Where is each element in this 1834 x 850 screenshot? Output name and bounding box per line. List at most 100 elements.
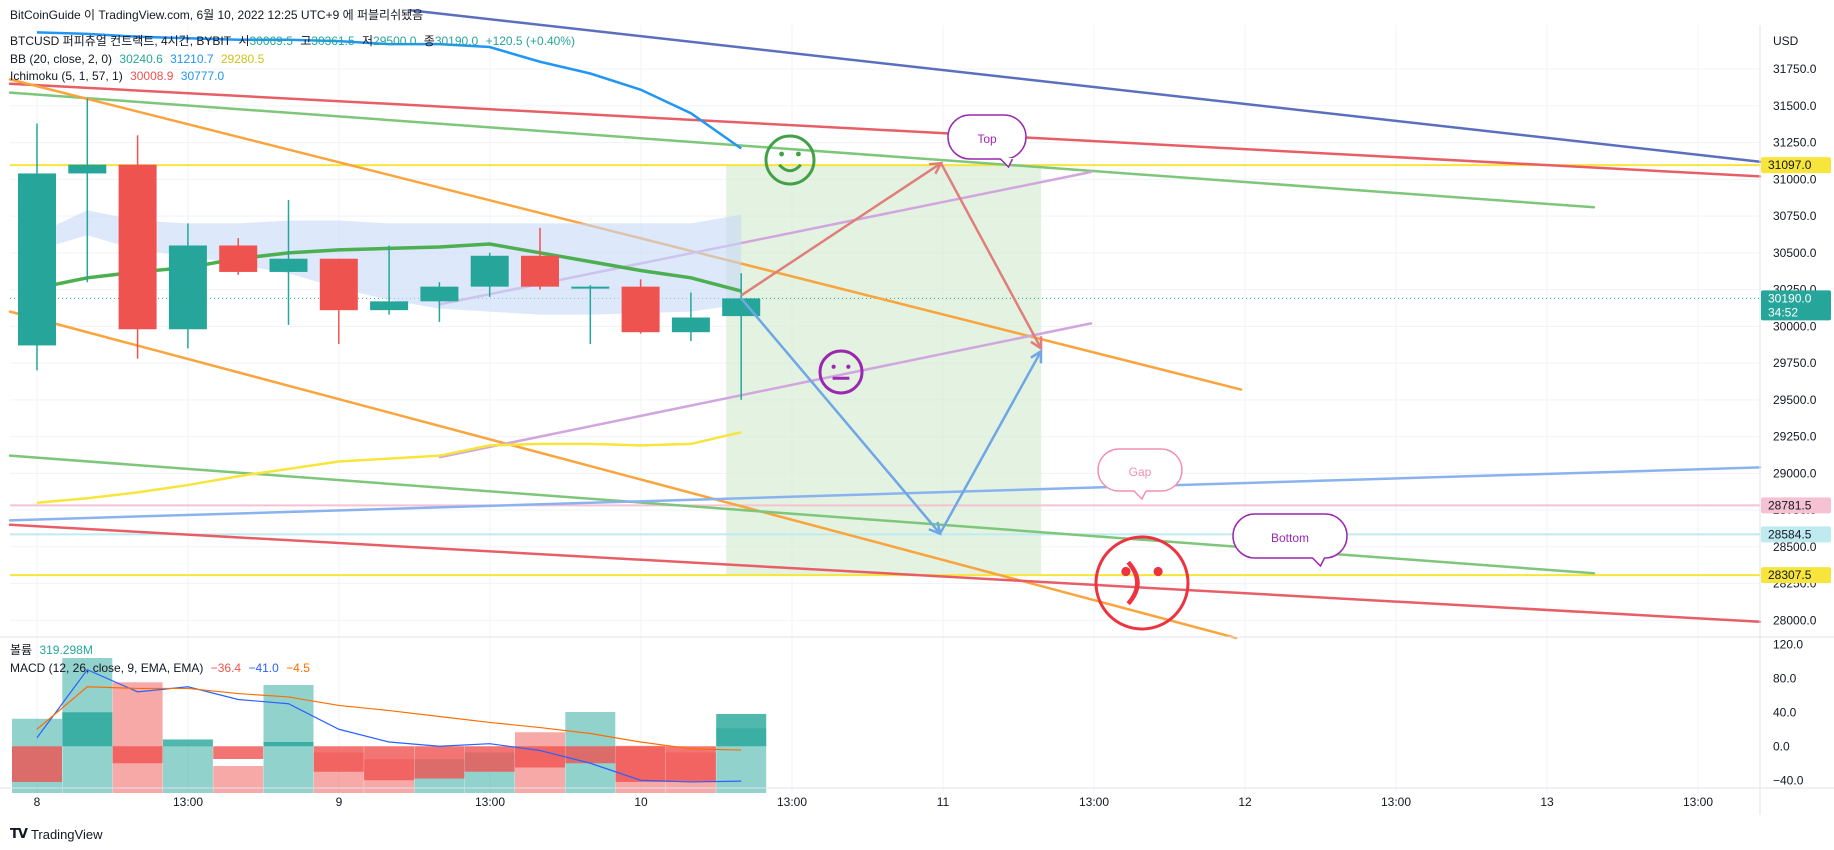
source-line: BitCoinGuide 이 TradingView.com, 6월 10, 2…: [10, 8, 427, 22]
y-tick-label: 28000.0: [1773, 613, 1817, 627]
bubble-label: Top: [977, 132, 997, 146]
candle[interactable]: [18, 123, 56, 371]
price-badge-countdown: 34:52: [1768, 305, 1798, 319]
bb-legend[interactable]: BB (20, close, 2, 0) 30240.6 31210.7 292…: [10, 52, 268, 66]
bubble-outline: [1232, 513, 1348, 559]
price-badge-bg: [1761, 526, 1831, 543]
ichimoku-legend[interactable]: Ichimoku (5, 1, 57, 1) 30008.9 30777.0: [10, 69, 228, 83]
bubble-bottom[interactable]: Bottom: [1232, 513, 1348, 568]
macd-histogram-bar: [464, 746, 515, 772]
y-tick-label: 31250.0: [1773, 136, 1817, 150]
macd-histogram-bar: [213, 746, 264, 759]
x-tick-label: 13:00: [1079, 795, 1109, 809]
candle[interactable]: [269, 199, 308, 325]
candle[interactable]: [621, 279, 660, 334]
macd-histogram-bar: [364, 746, 415, 781]
candle[interactable]: [420, 282, 459, 322]
candle[interactable]: [571, 285, 610, 344]
candle-body: [168, 245, 207, 330]
macd-tick-label: 80.0: [1773, 671, 1797, 685]
ichimoku-value-1: 30008.9: [130, 69, 174, 83]
l-value: 29500.0: [373, 34, 417, 48]
candle[interactable]: [521, 227, 559, 290]
change-value: +120.5 (+0.40%): [485, 34, 575, 48]
lower-pane[interactable]: 120.0 80.0 40.0 0.0 −40.0: [12, 637, 1804, 793]
macd-signal-line: [36, 686, 742, 751]
y-tick-label: 31500.0: [1773, 99, 1817, 113]
candle-body: [118, 164, 157, 330]
macd-histogram-bar: [112, 746, 163, 764]
h-value: 30361.5: [311, 34, 355, 48]
annotations[interactable]: Top Gap Bottom: [764, 114, 1348, 631]
x-tick-label: 13:00: [475, 795, 505, 809]
y-tick-label: 28500.0: [1773, 540, 1817, 554]
volume-title: 볼륨: [10, 643, 33, 657]
trendline-navy: [408, 9, 1762, 163]
candle[interactable]: [370, 245, 409, 315]
price-badge: 28781.5: [1761, 497, 1831, 514]
price-badge: 31097.0: [1761, 157, 1831, 174]
arrow-head: [1030, 336, 1043, 351]
bb-value-3: 29280.5: [220, 52, 265, 66]
candle[interactable]: [319, 258, 358, 344]
face-eye-right: [846, 364, 851, 369]
h-label: 고: [300, 34, 312, 48]
smiley-sad-icon[interactable]: [1094, 535, 1190, 631]
price-badge: 30190.034:52: [1761, 290, 1831, 321]
macd-tick-label: −40.0: [1773, 773, 1804, 787]
macd-histogram-bar: [313, 746, 364, 772]
trendline-green-upper: [8, 91, 1596, 209]
face-outline: [764, 134, 816, 186]
candle[interactable]: [68, 98, 107, 283]
candle[interactable]: [671, 292, 710, 342]
candle-body: [18, 173, 56, 346]
volume-value: 319.298M: [39, 643, 93, 657]
bubble-top[interactable]: Top: [947, 114, 1027, 169]
candles[interactable]: [18, 98, 761, 400]
arrow-shaft: [938, 350, 1043, 535]
volume-bar: [162, 745, 213, 793]
macd-histogram-bar: [162, 739, 213, 747]
ichimoku-value-2: 30777.0: [180, 69, 225, 83]
volume-legend[interactable]: 볼륨 319.298M: [10, 643, 97, 657]
candle-body: [571, 286, 610, 289]
brand[interactable]: 𝗧𝗩 TradingView: [10, 826, 102, 842]
candle[interactable]: [219, 238, 258, 275]
macd-histogram-bar: [565, 746, 616, 764]
currency-label: USD: [1773, 34, 1799, 48]
candle-body: [420, 286, 459, 302]
trendline-orange-lower: [8, 310, 1238, 640]
bb-upper-line: [36, 31, 742, 150]
price-badge-value: 28307.5: [1768, 568, 1812, 582]
bubble-tail-outline: [1133, 490, 1147, 501]
bubble-tail-outline: [1311, 557, 1326, 568]
macd-histogram-bar: [665, 746, 716, 782]
path-bottom-up: [938, 349, 1043, 535]
bb-value-2: 31210.7: [170, 52, 214, 66]
main-legend[interactable]: BTCUSD 퍼피츄얼 컨트랙트, 4시간, BYBIT 시30069.5 고3…: [10, 34, 579, 48]
volume-bar: [112, 682, 163, 793]
candle[interactable]: [118, 135, 157, 359]
smiley-neutral-icon[interactable]: [818, 349, 864, 395]
price-badge: 28584.5: [1761, 526, 1831, 543]
face-outline: [1094, 535, 1190, 631]
arrow-head: [1030, 349, 1043, 364]
macd-value-1: −36.4: [210, 661, 242, 675]
x-tick-label: 13:00: [1683, 795, 1713, 809]
x-tick-label: 13: [1540, 795, 1554, 809]
macd-legend[interactable]: MACD (12, 26, close, 9, EMA, EMA) −36.4 …: [10, 661, 314, 675]
y-tick-label: 29500.0: [1773, 393, 1817, 407]
bubble-gap[interactable]: Gap: [1097, 448, 1183, 501]
path-top-down: [939, 162, 1043, 351]
candle[interactable]: [470, 252, 509, 297]
face-mouth: [778, 163, 802, 173]
smiley-happy-icon[interactable]: [764, 134, 816, 186]
x-tick-label: 8: [34, 795, 41, 809]
price-badge-bg: [1761, 157, 1831, 174]
price-badge-value: 28781.5: [1768, 498, 1812, 512]
l-label: 저: [362, 34, 374, 48]
price-badge: 28307.5: [1761, 567, 1831, 584]
candle-body: [319, 258, 358, 311]
candle[interactable]: [168, 223, 207, 349]
